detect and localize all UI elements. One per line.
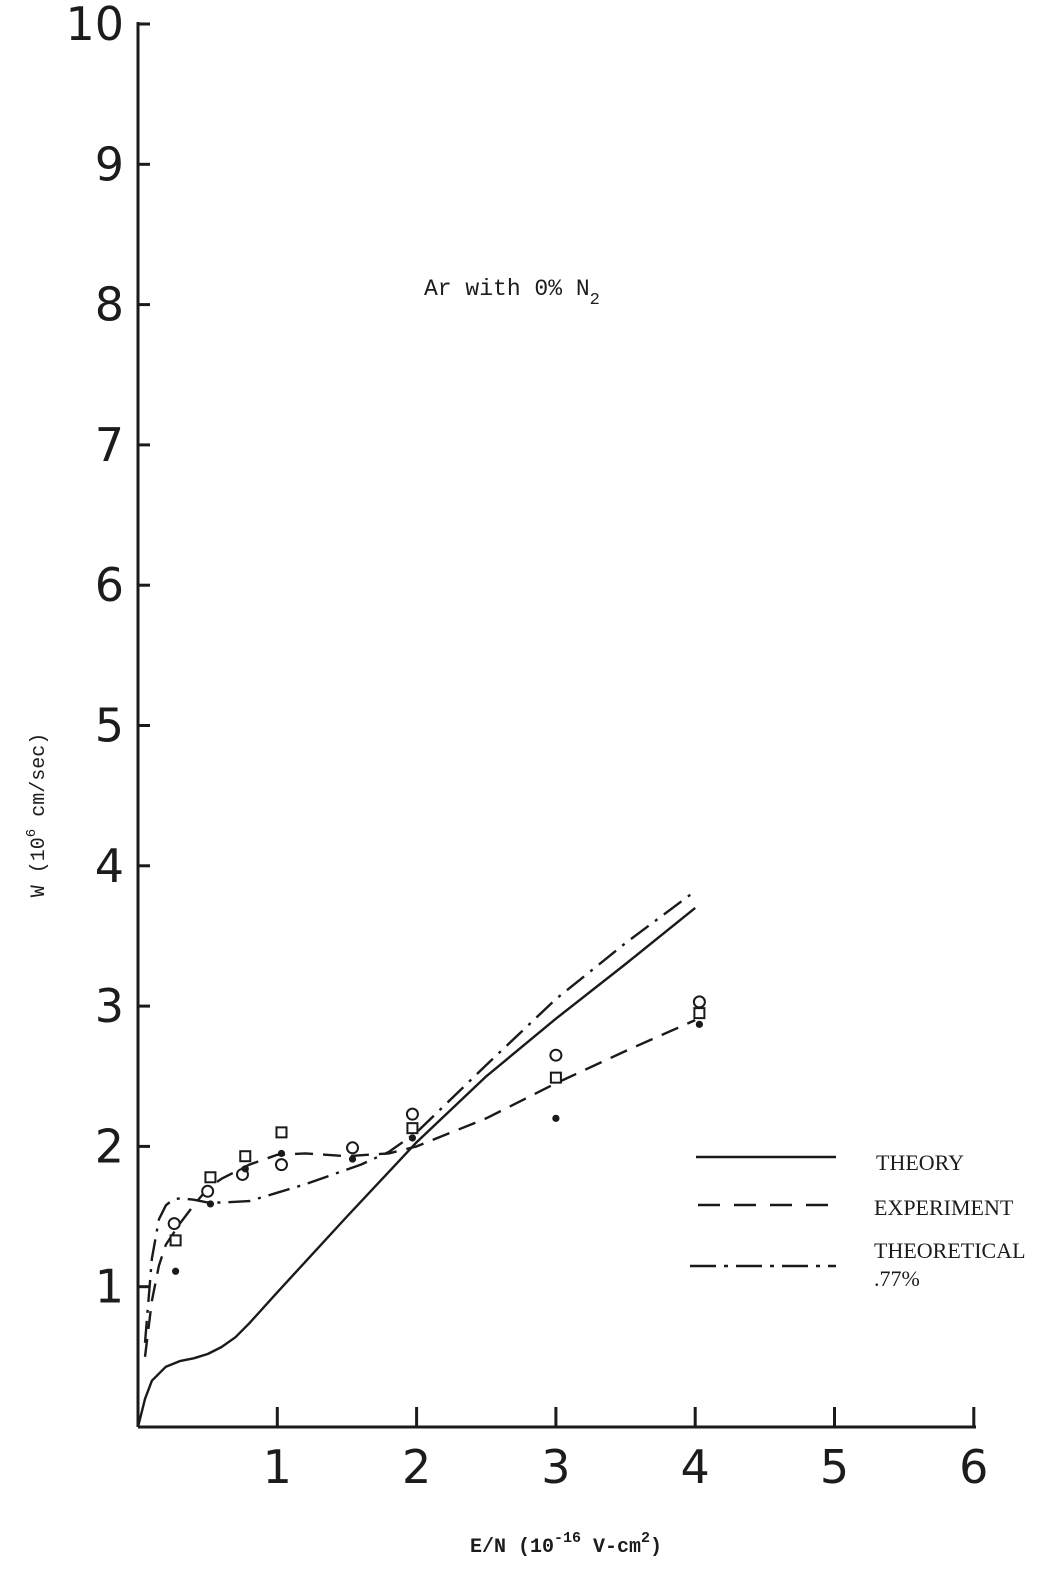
chart-title: Ar with 0% N2 [424,276,600,310]
point-open-square [204,1171,217,1184]
point-filled-dot [172,1267,180,1275]
legend-theoretical-label-2: .77% [874,1266,920,1291]
x-tick-label-6: 6 [959,1440,988,1494]
y-axis-label: W (106 cm/sec) [24,733,51,897]
point-open-square [275,1126,288,1139]
point-open-circle [692,995,706,1009]
y-tick-label-1: 1 [95,1260,124,1314]
x-tick-label-2: 2 [402,1440,431,1494]
series-line-theoretical-077 [143,890,696,1343]
y-tick-label-5: 5 [95,699,124,753]
point-filled-dot [277,1149,286,1158]
point-filled-dot [206,1200,215,1208]
y-tick-label-9: 9 [95,137,124,191]
point-filled-dot [408,1134,417,1142]
point-open-square [406,1122,419,1135]
x-axis-label: E/N (10-16 V-cm2) [470,1530,662,1559]
point-filled-dot [552,1114,560,1122]
axes: 1 2 3 4 5 6 7 8 9 10 1 2 3 4 5 6 [65,0,988,1494]
point-filled-dot [348,1155,357,1163]
point-open-square [239,1150,252,1163]
point-open-circle [274,1158,288,1172]
point-open-square [549,1071,562,1084]
point-open-square [693,1007,706,1020]
points-layer [167,995,706,1275]
point-open-square [169,1234,182,1247]
point-open-circle [549,1048,563,1062]
y-tick-label-8: 8 [95,278,124,332]
series-line-theory [136,906,696,1428]
y-ticks: 1 2 3 4 5 6 7 8 9 10 [65,0,150,1314]
point-open-circle [405,1107,419,1121]
point-filled-dot [695,1020,703,1028]
series-line-experiment [143,1019,696,1357]
point-open-circle [346,1141,360,1155]
x-tick-label-4: 4 [681,1440,710,1494]
y-tick-label-4: 4 [95,839,124,893]
y-tick-label-3: 3 [95,979,124,1033]
point-open-circle [167,1217,181,1231]
y-tick-label-10: 10 [65,0,124,51]
y-tick-label-6: 6 [95,558,124,612]
legend-experiment-label: EXPERIMENT [874,1195,1014,1220]
legend-theory-label: THEORY [876,1150,964,1175]
y-tick-label-2: 2 [95,1119,124,1173]
point-filled-dot [241,1165,249,1173]
x-tick-label-3: 3 [541,1440,570,1494]
point-open-circle [201,1184,215,1198]
x-tick-label-5: 5 [820,1440,849,1494]
x-tick-label-1: 1 [263,1440,292,1494]
y-tick-label-7: 7 [95,418,124,472]
x-ticks: 1 2 3 4 5 6 [263,1407,988,1494]
legend: THEORY EXPERIMENT THEORETICAL .77% [690,1150,1026,1291]
series-layer [136,890,696,1428]
legend-theoretical-label: THEORETICAL [874,1238,1026,1263]
